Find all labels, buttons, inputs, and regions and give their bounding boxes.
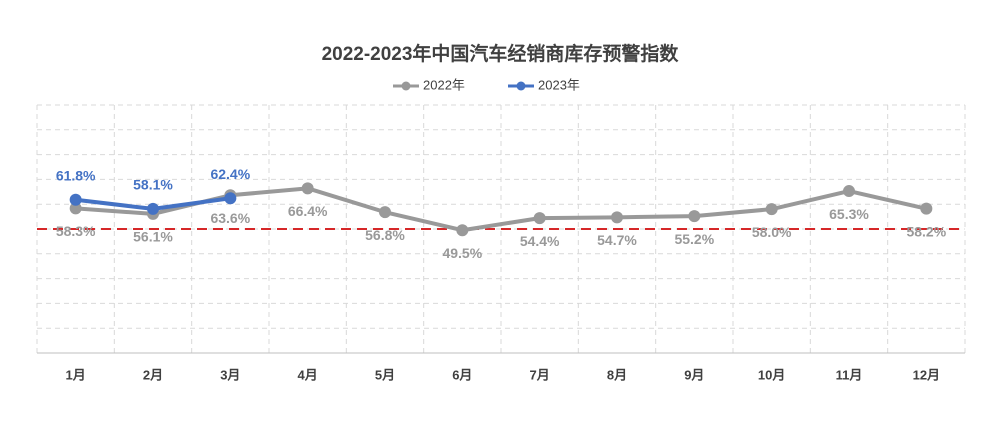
data-point <box>69 202 82 215</box>
data-label: 54.7% <box>597 232 637 248</box>
legend-label: 2022年 <box>423 77 465 92</box>
data-point <box>379 206 391 219</box>
x-tick-label: 1月 <box>66 367 86 382</box>
x-tick-label: 3月 <box>220 367 240 382</box>
data-label: 55.2% <box>674 231 714 247</box>
x-tick-label: 4月 <box>298 367 318 382</box>
data-point <box>611 211 623 224</box>
data-point <box>224 192 237 205</box>
data-point <box>533 212 546 225</box>
data-point <box>301 182 314 195</box>
x-tick-label: 7月 <box>530 367 550 382</box>
data-label: 65.3% <box>829 206 869 222</box>
series-line <box>75 186 927 233</box>
legend-marker <box>516 81 526 91</box>
data-point <box>688 210 701 223</box>
x-tick-label: 9月 <box>684 367 704 382</box>
data-label: 58.2% <box>906 223 946 239</box>
data-label: 63.6% <box>210 210 250 226</box>
chart-title: 2022-2023年中国汽车经销商库存预警指数 <box>322 42 680 65</box>
x-tick-label: 5月 <box>375 367 395 382</box>
data-label: 58.1% <box>133 177 173 193</box>
data-point <box>920 202 933 215</box>
x-tick-label: 8月 <box>607 367 627 382</box>
data-point <box>147 202 159 215</box>
x-tick-label: 6月 <box>452 367 472 382</box>
data-point <box>765 203 778 216</box>
legend-marker <box>401 81 411 91</box>
data-point <box>456 224 469 237</box>
data-label: 66.4% <box>288 203 328 219</box>
x-tick-label: 10月 <box>758 367 785 382</box>
data-label: 61.8% <box>56 167 96 183</box>
legend-label: 2023年 <box>538 77 580 92</box>
data-label: 58.3% <box>56 223 96 239</box>
data-label: 62.4% <box>210 166 250 182</box>
data-label: 49.5% <box>442 245 482 261</box>
data-point <box>843 185 855 198</box>
data-point <box>69 193 82 206</box>
data-label: 56.1% <box>133 229 173 245</box>
data-label: 58.0% <box>752 224 792 240</box>
data-label: 54.4% <box>520 233 560 249</box>
x-tick-label: 12月 <box>913 367 940 382</box>
data-label: 56.8% <box>365 227 405 243</box>
x-tick-label: 11月 <box>836 367 863 382</box>
x-tick-label: 2月 <box>143 367 163 382</box>
